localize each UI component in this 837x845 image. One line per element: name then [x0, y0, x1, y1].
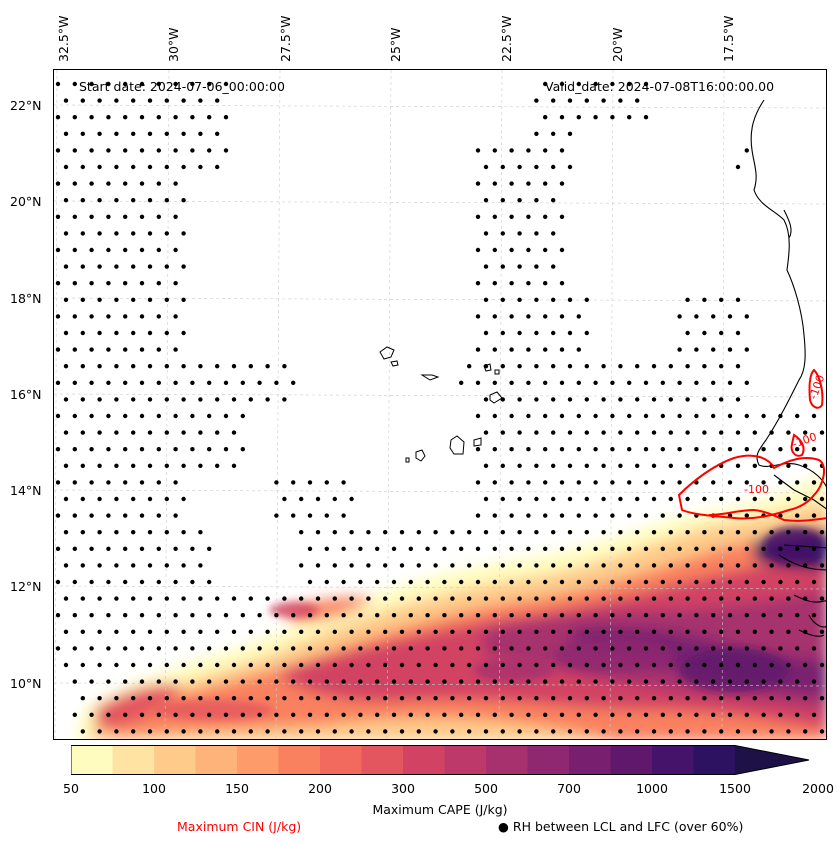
colorbar-cell: [652, 745, 694, 775]
colorbar-cell: [735, 745, 809, 775]
cape-field: [74, 471, 826, 739]
cape-verde-islands: [379, 346, 503, 463]
map-panel: -100 -100 -100: [53, 69, 827, 740]
lon-label-17-5w: 17.5°W: [721, 15, 736, 62]
colorbar-tick-label: 300: [391, 781, 415, 796]
colorbar-cell: [195, 745, 238, 775]
lon-label-30w: 30°W: [166, 27, 181, 62]
colorbar-cell: [361, 745, 404, 775]
lon-label-32-5w: 32.5°W: [56, 15, 71, 62]
cin-contours: [677, 368, 826, 522]
colorbar-cell: [320, 745, 362, 775]
colorbar-tick-label: 50: [63, 781, 79, 796]
rh-legend-label: ● RH between LCL and LFC (over 60%): [498, 819, 744, 834]
colorbar-tick-label: 500: [474, 781, 498, 796]
lat-label-12n: 12°N: [10, 579, 42, 594]
map-canvas: -100 -100 -100: [54, 70, 826, 739]
colorbar-cell: [112, 745, 155, 775]
lat-label-20n: 20°N: [10, 194, 42, 209]
rh-stipple: [55, 81, 825, 734]
lon-label-22-5w: 22.5°W: [499, 15, 514, 62]
lon-label-27-5w: 27.5°W: [278, 15, 293, 62]
lat-label-22n: 22°N: [10, 98, 42, 113]
colorbar-tick-label: 1500: [719, 781, 751, 796]
lat-label-16n: 16°N: [10, 387, 42, 402]
start-date-label: Start date: 2024-07-06_00:00:00: [79, 79, 285, 94]
lat-label-10n: 10°N: [10, 676, 42, 691]
colorbar-cell: [71, 745, 113, 775]
cape-colorbar: [71, 745, 810, 775]
lon-label-20w: 20°W: [610, 27, 625, 62]
valid-date-label: Valid_date: 2024-07-08T16:00:00.00: [545, 79, 775, 94]
cape-colorbar-label: Maximum CAPE (J/kg): [372, 802, 508, 817]
colorbar-tick-label: 2000: [802, 781, 834, 796]
colorbar-cell: [693, 745, 736, 775]
colorbar-tick-label: 100: [142, 781, 166, 796]
lon-label-25w: 25°W: [388, 27, 403, 62]
colorbar-cell: [154, 745, 196, 775]
colorbar-cell: [278, 745, 321, 775]
colorbar-tick-label: 150: [225, 781, 249, 796]
colorbar-cell: [486, 745, 528, 775]
colorbar-tick-label: 200: [308, 781, 332, 796]
colorbar-cell: [444, 745, 487, 775]
cin-legend-label: Maximum CIN (J/kg): [177, 819, 302, 834]
coastline: [750, 99, 826, 637]
cin-contour-label: -100: [744, 483, 769, 496]
graticule: [54, 70, 826, 739]
lat-label-14n: 14°N: [10, 483, 42, 498]
lat-label-18n: 18°N: [10, 291, 42, 306]
colorbar-cell: [569, 745, 611, 775]
colorbar-cell: [403, 745, 445, 775]
colorbar-tick-label: 1000: [636, 781, 668, 796]
colorbar-cell: [237, 745, 279, 775]
colorbar-tick-label: 700: [557, 781, 581, 796]
colorbar-cell: [527, 745, 570, 775]
colorbar-cell: [610, 745, 653, 775]
